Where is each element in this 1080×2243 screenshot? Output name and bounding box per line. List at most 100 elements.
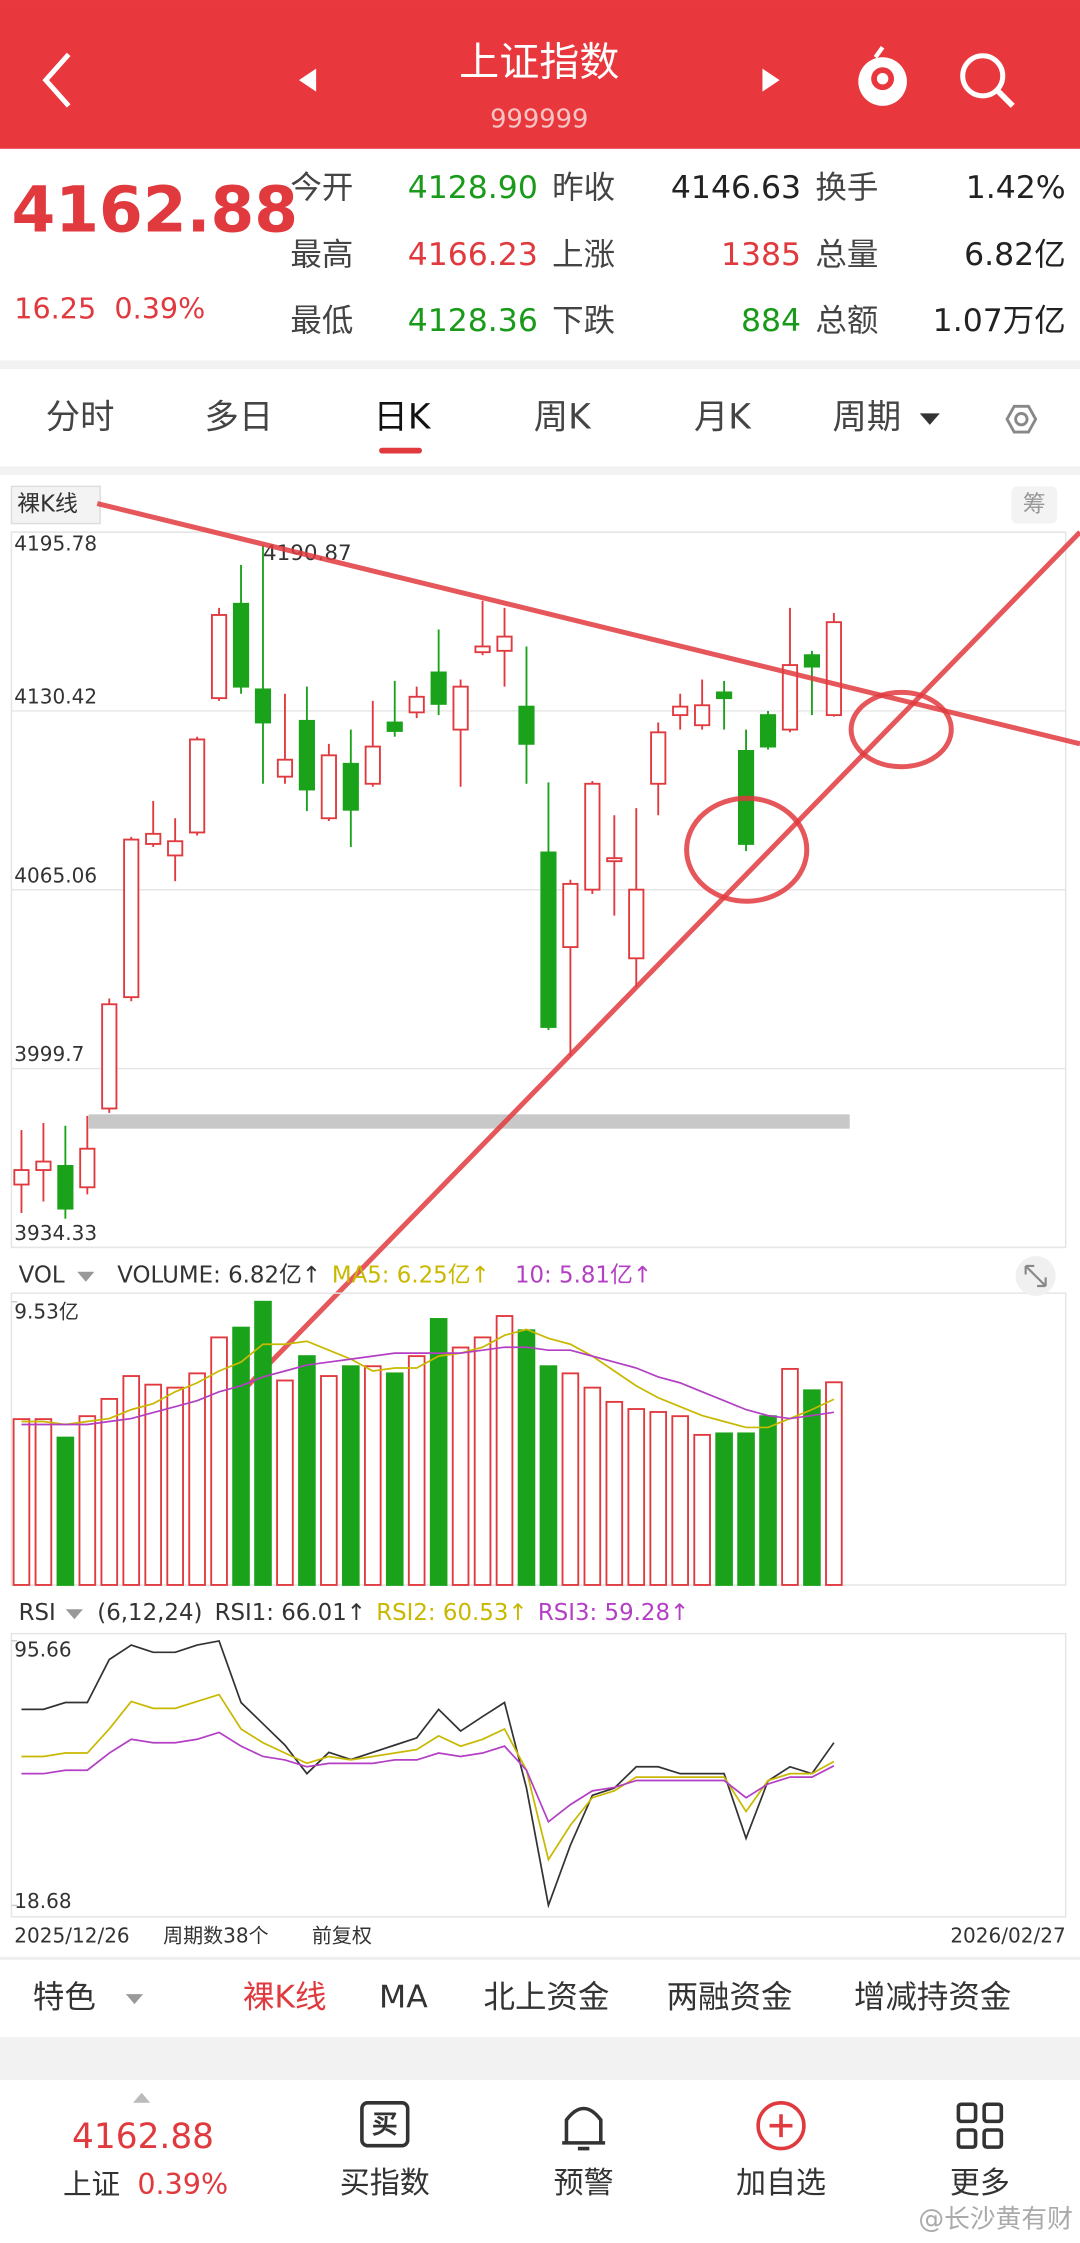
candle-body	[562, 882, 579, 949]
dropdown-arrow[interactable]	[77, 1271, 95, 1282]
candle-body	[694, 704, 711, 727]
add-icon[interactable]	[756, 2101, 806, 2151]
title: 上证指数	[459, 39, 619, 85]
field-label: 总量	[815, 237, 878, 273]
divider	[0, 1956, 1080, 1960]
volume-bar	[298, 1355, 316, 1586]
field-value: 4128.90	[408, 170, 538, 206]
candle-body	[210, 614, 228, 700]
volume-bar	[517, 1329, 536, 1586]
field-value: 6.82亿	[964, 237, 1066, 273]
robot-icon[interactable]	[858, 45, 907, 106]
search-icon[interactable]	[960, 53, 1015, 108]
footer-button[interactable]: 预警	[554, 2166, 614, 2201]
candle-body	[606, 857, 623, 863]
candle-body	[79, 1147, 96, 1189]
volume-bar	[627, 1408, 646, 1586]
tab[interactable]: 周期	[833, 398, 902, 438]
footer-button[interactable]: 买指数	[340, 2166, 430, 2201]
volume-bar	[583, 1386, 602, 1586]
candle-body	[825, 621, 842, 717]
alert-icon[interactable]	[562, 2106, 606, 2151]
more-icon[interactable]	[956, 2102, 1004, 2149]
tab[interactable]: 日K	[374, 398, 432, 438]
candle-body	[57, 1165, 74, 1210]
field-value: 884	[741, 303, 801, 339]
candle-body	[628, 888, 645, 960]
candle-body	[474, 645, 491, 654]
field-value: 4146.63	[671, 170, 801, 206]
expand-arrow[interactable]	[133, 2092, 151, 2103]
field-label: 最低	[290, 303, 353, 339]
next-button[interactable]	[762, 68, 780, 92]
candle-body	[408, 695, 425, 714]
drawn-annotations	[96, 501, 1080, 1393]
tab-underline	[379, 447, 422, 454]
field-label: 最高	[290, 237, 353, 273]
buy-icon[interactable]	[360, 2101, 410, 2148]
candle-body	[364, 745, 381, 785]
candle-body	[759, 714, 777, 748]
bottom-tab[interactable]: MA	[379, 1979, 428, 2015]
volume-bar	[451, 1346, 470, 1586]
volume-bar	[825, 1381, 843, 1586]
volume-bar	[759, 1415, 777, 1586]
expand-icon[interactable]	[1015, 1255, 1056, 1297]
candle-body	[540, 851, 557, 1028]
legend-entry: RSI3: 59.28↑	[538, 1600, 689, 1626]
prev-button[interactable]	[298, 68, 317, 92]
candle-body	[123, 838, 140, 999]
field-label: 换手	[815, 170, 878, 206]
volume-bar	[385, 1372, 404, 1586]
rsi-line	[21, 1731, 835, 1824]
dropdown-arrow	[125, 1994, 144, 2005]
ma10-line	[21, 1346, 835, 1426]
code: 999999	[490, 105, 588, 135]
tab[interactable]: 分时	[46, 398, 115, 438]
dropdown-arrow	[919, 413, 940, 425]
candle-body	[167, 840, 184, 857]
field-label: 上涨	[552, 237, 615, 273]
field-label: 下跌	[552, 303, 615, 339]
rsi-line	[21, 1639, 835, 1909]
tab[interactable]: 周K	[534, 398, 592, 438]
settings-icon[interactable]	[1005, 404, 1038, 434]
back-button[interactable]	[42, 52, 71, 108]
bottom-tab[interactable]: 北上资金	[483, 1979, 609, 2015]
rsi-line	[21, 1693, 835, 1862]
tab[interactable]: 月K	[694, 398, 752, 438]
price: 4162.88	[11, 174, 298, 247]
dropdown-arrow[interactable]	[65, 1609, 83, 1620]
bottom-tab[interactable]: 特色	[33, 1979, 96, 2015]
volume-bar	[78, 1415, 97, 1586]
volume-bar	[166, 1386, 184, 1586]
bottom-tab[interactable]: 增减持资金	[854, 1979, 1011, 2015]
footer-button[interactable]: 更多	[950, 2166, 1010, 2201]
volume-bar	[495, 1315, 514, 1586]
chip-button[interactable]	[1011, 486, 1058, 524]
adjust: 前复权	[312, 1923, 372, 1947]
tab[interactable]: 多日	[205, 398, 274, 438]
candle-body	[518, 705, 535, 745]
indicator-button[interactable]	[10, 485, 101, 525]
candle-body	[254, 688, 272, 724]
candle-body	[145, 832, 162, 845]
volume-bar	[254, 1300, 272, 1586]
candle-body	[672, 705, 689, 717]
candle-body	[35, 1160, 52, 1171]
bottom-tab[interactable]: 两融资金	[667, 1979, 793, 2015]
volume-bar	[12, 1418, 31, 1586]
legend-entry: VOLUME: 6.82亿↑	[117, 1262, 321, 1288]
volume-bar	[693, 1433, 711, 1586]
footer-price: 4162.88	[72, 2117, 214, 2157]
change: 16.25	[14, 291, 96, 325]
buy-icon-label: 买	[372, 2110, 398, 2140]
bottom-tab[interactable]: 裸K线	[243, 1979, 327, 2015]
rsi-label: RSI	[19, 1600, 56, 1626]
period-count: 周期数38个	[163, 1923, 269, 1947]
footer-button[interactable]: 加自选	[736, 2166, 826, 2201]
candle-body	[101, 1003, 118, 1110]
field-value: 1.42%	[966, 170, 1066, 206]
legend-entry: RSI2: 60.53↑	[376, 1600, 527, 1626]
